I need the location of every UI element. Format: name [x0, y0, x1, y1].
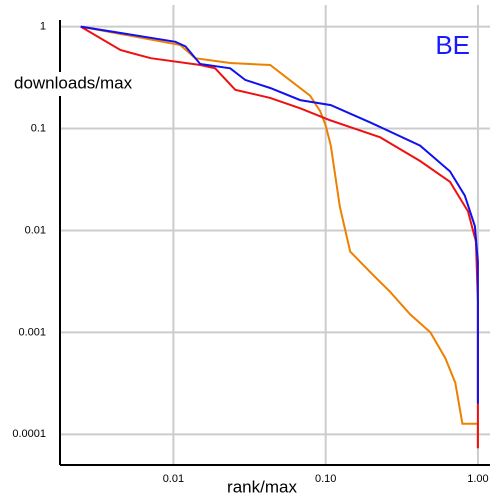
- series-line: [80, 25, 479, 404]
- label-background: [10, 72, 160, 96]
- y-tick-label: 0.1: [31, 122, 46, 134]
- series-line: [80, 25, 479, 449]
- x-axis-label: rank/max: [227, 477, 297, 496]
- x-tick-label: 0.01: [163, 473, 184, 485]
- y-tick-label: 1: [40, 21, 46, 33]
- series-line: [80, 25, 479, 449]
- y-tick-label: 0.0001: [12, 428, 46, 440]
- y-tick-label: 0.001: [18, 326, 46, 338]
- y-axis-label: downloads/max: [14, 73, 133, 92]
- x-tick-label: 0.10: [315, 473, 336, 485]
- annotation: BE: [435, 30, 470, 60]
- y-tick-label: 0.01: [25, 224, 46, 236]
- x-tick-label: 1.00: [467, 473, 488, 485]
